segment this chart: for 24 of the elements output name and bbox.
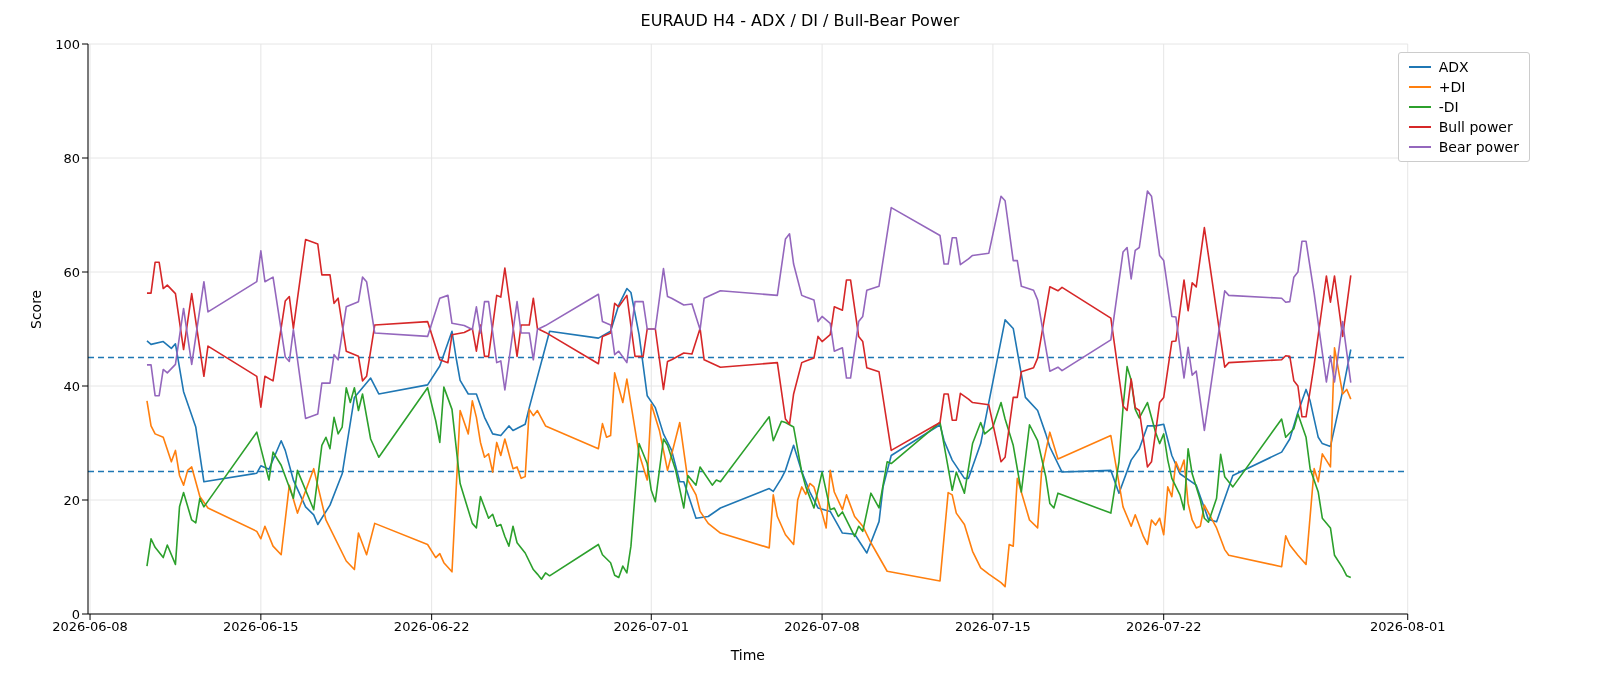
- legend-label: +DI: [1438, 78, 1466, 97]
- x-tick-label: 2026-07-22: [1125, 619, 1202, 635]
- legend-label: Bull power: [1438, 118, 1513, 137]
- x-tick-label: 2026-07-08: [784, 619, 860, 635]
- y-axis-title: Score: [27, 289, 44, 329]
- y-tick-label: 40: [63, 378, 80, 394]
- x-tick-label: 2026-07-15: [955, 619, 1031, 635]
- line-series: [146, 226, 1352, 468]
- x-axis-title: Time: [729, 647, 765, 663]
- x-tick-label: 2026-06-22: [393, 619, 470, 635]
- legend-label: ADX: [1438, 58, 1469, 77]
- y-tick-label: 60: [63, 264, 80, 280]
- y-tick-label: 100: [55, 36, 80, 52]
- y-tick-label: 20: [63, 492, 80, 508]
- legend-label: -DI: [1438, 98, 1459, 117]
- y-tick-label: 80: [63, 150, 80, 166]
- x-tick-label: 2026-06-15: [223, 619, 299, 635]
- x-tick-label: 2026-08-01: [1369, 619, 1446, 635]
- x-tick-label: 2026-06-08: [52, 619, 128, 635]
- y-tick-label: 0: [71, 606, 80, 622]
- legend-label: Bear power: [1438, 138, 1519, 157]
- x-tick-label: 2026-07-01: [613, 619, 690, 635]
- chart-title: EURAUD H4 - ADX / DI / Bull-Bear Power: [639, 10, 961, 32]
- line-series: [146, 190, 1352, 432]
